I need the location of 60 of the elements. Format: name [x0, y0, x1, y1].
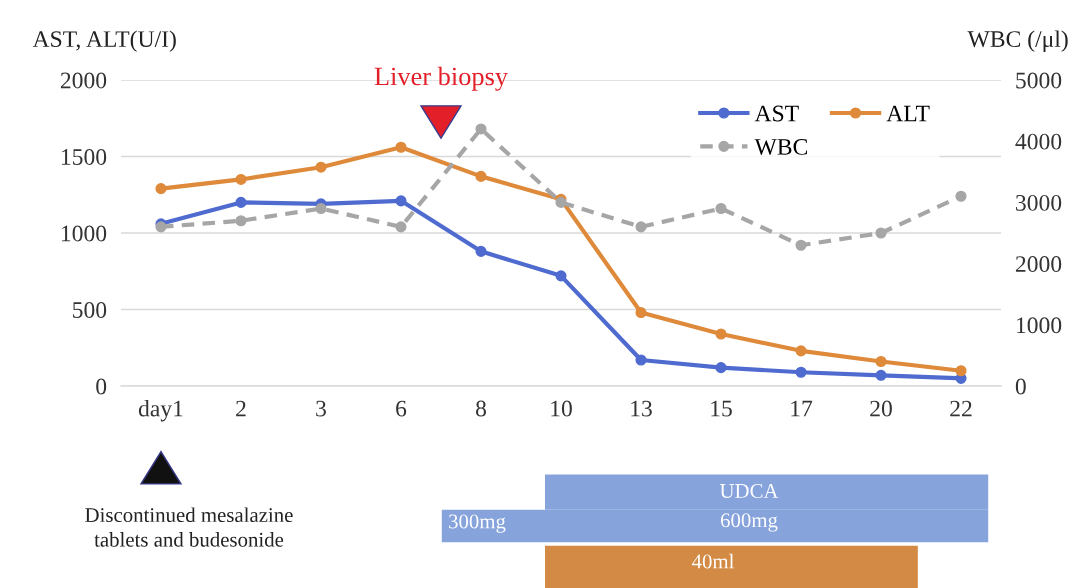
x-tick-label: 3: [316, 400, 326, 417]
text: 40ml: [692, 553, 734, 569]
point: [475, 245, 487, 257]
point: [235, 173, 247, 185]
point: [475, 123, 487, 135]
text: 300mg: [449, 514, 506, 533]
point: [395, 195, 407, 207]
point: [875, 369, 887, 381]
point: [955, 365, 967, 377]
point: [715, 328, 727, 340]
y2-axis-title: WBC (/μl): [967, 30, 1068, 52]
x-tick-label: 8: [475, 400, 486, 417]
y-tick-label: 500: [73, 302, 107, 318]
point: [315, 202, 327, 215]
point: [715, 202, 727, 215]
point: [395, 141, 407, 153]
y2-tick-label: 2000: [1015, 256, 1062, 273]
legend-label: ALT: [886, 105, 930, 122]
text: 600mg: [720, 513, 778, 532]
point: [795, 345, 807, 357]
x-tick-label: 10: [551, 400, 572, 417]
x-tick-label: 13: [631, 400, 652, 417]
x-tick-label: 15: [711, 400, 732, 417]
legend-label: AST: [754, 105, 799, 122]
point: [155, 183, 167, 195]
y-tick-label: 0: [96, 378, 107, 395]
point: [635, 221, 647, 233]
y2-tick-label: 5000: [1016, 72, 1062, 89]
text: Discontinued mesalazine tablets and budesonide: [85, 507, 293, 547]
y2-tick-label: 3000: [1016, 194, 1062, 211]
point: [315, 161, 327, 173]
y-tick-label: 1500: [61, 148, 107, 165]
point: [235, 215, 247, 227]
point: [795, 366, 807, 378]
y2-tick-label: 4000: [1015, 133, 1062, 150]
y2-tick-label: 1000: [1016, 317, 1062, 334]
point: [875, 227, 887, 239]
text: UDCA: [719, 483, 779, 498]
x-tick-label: 6: [396, 400, 407, 417]
point: [795, 239, 807, 251]
point: [955, 190, 967, 202]
point: [555, 270, 567, 282]
point: [715, 362, 727, 374]
y2-tick-label: 0: [1015, 378, 1026, 395]
y-axis-title: AST, ALT(U/I): [32, 30, 176, 52]
x-tick-label: day1: [138, 399, 183, 422]
annotation: Liver biopsy: [374, 66, 508, 91]
x-tick-label: 17: [791, 400, 813, 417]
legend-label: WBC: [754, 138, 808, 155]
point: [475, 170, 487, 182]
y-tick-label: 2000: [60, 72, 107, 89]
point: [395, 221, 407, 233]
point: [635, 354, 647, 366]
point: [875, 355, 887, 368]
y-tick-label: 1000: [61, 225, 107, 242]
point: [235, 196, 247, 208]
x-tick-label: 20: [870, 400, 892, 417]
x-tick-label: 22: [950, 400, 972, 417]
point: [635, 307, 647, 319]
x-tick-label: 2: [236, 400, 246, 417]
